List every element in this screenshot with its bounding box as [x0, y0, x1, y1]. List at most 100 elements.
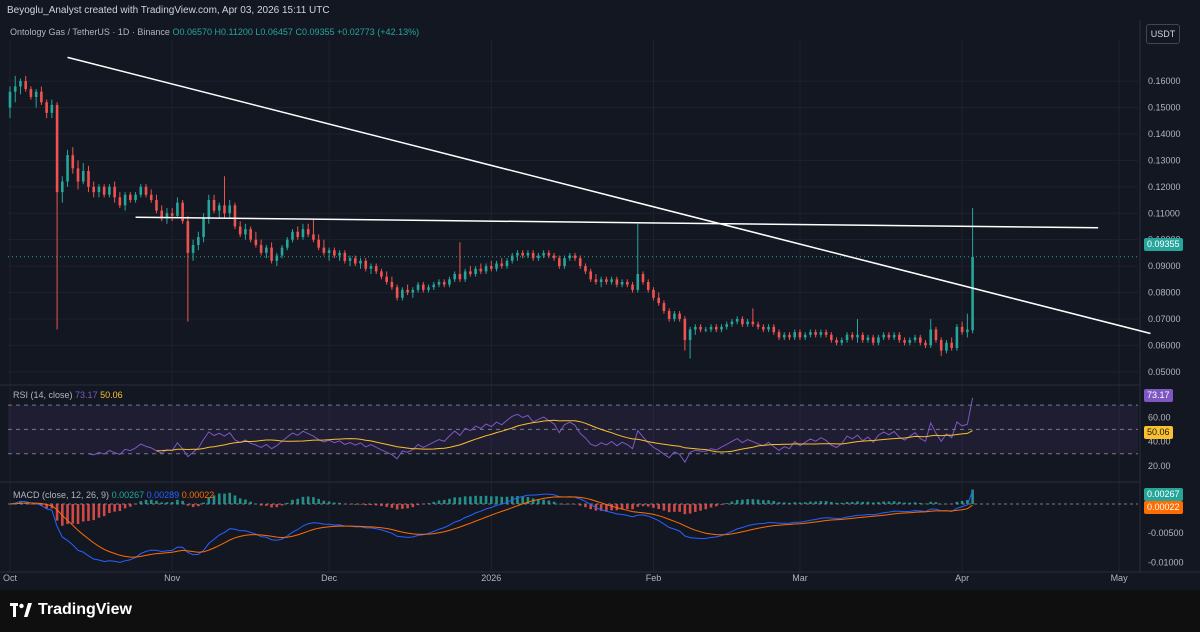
macd-histogram-bar [479, 496, 483, 504]
macd-histogram-bar [186, 504, 190, 506]
macd-histogram-bar [202, 502, 205, 504]
candle-body [589, 271, 592, 280]
candle-body [573, 255, 577, 259]
candle-body [537, 255, 540, 259]
rsi-legend[interactable]: RSI (14, close) 73.17 50.06 [13, 390, 123, 400]
attribution-bar: Beyoglu_Analyst created with TradingView… [0, 0, 1200, 20]
chart-area[interactable] [0, 20, 1200, 590]
macd-histogram-bar [840, 502, 844, 504]
tradingview-logo[interactable]: TradingView [10, 600, 132, 620]
macd-histogram-bar [782, 502, 786, 504]
macd-histogram-bar [144, 499, 148, 504]
candle-body [374, 266, 378, 272]
candle-body [479, 268, 483, 272]
price-tick-label: 0.12000 [1148, 182, 1181, 192]
candle-body [259, 244, 263, 253]
macd-histogram-bar [929, 501, 933, 504]
candle-body [55, 104, 59, 193]
macd-histogram-bar [605, 504, 608, 511]
candle-body [401, 289, 404, 298]
candle-body [421, 284, 425, 290]
tradingview-logo-text: TradingView [38, 601, 132, 618]
currency-button[interactable]: USDT [1146, 24, 1180, 44]
price-tick-label: 0.05000 [1148, 367, 1181, 377]
macd-histogram-bar [924, 503, 927, 505]
candle-body [563, 258, 566, 267]
candle-body [8, 91, 12, 108]
candle-body [531, 252, 535, 259]
candle-body [170, 213, 174, 216]
rsi-ma-line [156, 419, 973, 453]
candle-body [866, 337, 870, 341]
candle-body [809, 332, 812, 335]
macd-histogram-bar [652, 504, 655, 508]
macd-histogram-bar [866, 501, 870, 504]
macd-histogram-bar [913, 502, 917, 504]
macd-histogram-bar [401, 504, 404, 509]
macd-histogram-bar [714, 504, 718, 507]
macd-histogram-bar [626, 504, 629, 510]
macd-histogram-bar [280, 504, 284, 506]
macd-histogram-bar [966, 500, 969, 504]
macd-histogram-bar [87, 504, 90, 521]
candle-body [442, 281, 446, 285]
macd-histogram-bar [129, 504, 132, 507]
candle-body [735, 318, 739, 322]
macd-histogram-bar [489, 496, 493, 504]
change-value: +0.02773 (+42.13%) [337, 27, 420, 37]
macd-histogram-bar [521, 496, 524, 504]
macd-histogram-bar [249, 501, 252, 504]
candle-body [469, 271, 472, 275]
candle-body [217, 205, 221, 211]
last-price-tag: 0.09355 [1144, 238, 1183, 251]
macd-line [9, 490, 974, 563]
candle-body [19, 81, 22, 87]
candle-body [850, 334, 854, 338]
macd-histogram-bar [887, 501, 891, 504]
candle-body [819, 332, 823, 335]
candle-body [97, 186, 101, 193]
macd-histogram-bar [558, 503, 561, 505]
candle-body [71, 155, 75, 169]
macd-histogram-bar [824, 501, 828, 504]
candle-body [181, 202, 184, 222]
candle-body [233, 205, 237, 227]
time-axis-label: 2026 [481, 573, 501, 583]
candle-body [542, 252, 545, 256]
macd-histogram-bar [55, 504, 59, 521]
macd-histogram-bar [421, 504, 425, 505]
macd-histogram-bar [709, 504, 713, 508]
macd-histogram-bar [270, 504, 273, 508]
macd-histogram-bar [123, 504, 127, 509]
macd-histogram-bar [830, 501, 833, 504]
macd-histogram-bar [416, 504, 420, 506]
candle-body [599, 279, 603, 282]
macd-legend[interactable]: MACD (close, 12, 26, 9) 0.00267 0.00289 … [13, 490, 214, 500]
macd-histogram-bar [746, 499, 749, 504]
macd-histogram-bar [207, 497, 211, 504]
candle-body [254, 239, 258, 245]
candle-body [29, 89, 33, 97]
macd-histogram-bar [667, 504, 671, 513]
candle-body [762, 326, 765, 330]
macd-histogram-bar [960, 500, 964, 504]
macd-histogram-bar [720, 504, 723, 505]
macd-signal-value: 0.00022 [181, 490, 215, 500]
symbol-name[interactable]: Ontology Gas / TetherUS · 1D · Binance [10, 27, 170, 37]
macd-histogram-bar [877, 502, 880, 504]
macd-histogram-bar [819, 501, 823, 504]
macd-histogram-bar [908, 502, 912, 504]
macd-tick-label: -0.00500 [1148, 528, 1184, 538]
symbol-legend[interactable]: Ontology Gas / TetherUS · 1D · Binance O… [10, 27, 419, 37]
macd-histogram-bar [343, 503, 347, 505]
macd-histogram-bar [228, 492, 232, 504]
candle-body [725, 324, 729, 327]
macd-histogram-bar [474, 495, 477, 504]
chart-canvas[interactable]: 0.16000 0.15000 0.14000 0.13000 0.12000 0.110… [0, 20, 1200, 590]
candle-body [516, 252, 519, 256]
macd-histogram-bar [197, 504, 200, 507]
candle-body [788, 334, 791, 338]
macd-histogram-bar [662, 504, 666, 511]
candle-body [777, 332, 781, 338]
candle-body [285, 239, 289, 248]
